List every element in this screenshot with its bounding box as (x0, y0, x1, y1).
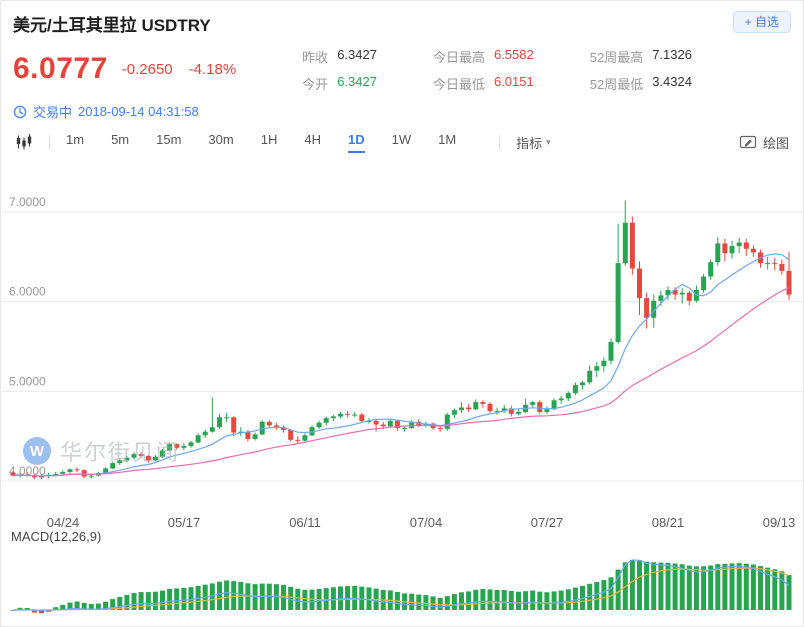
svg-text:5.0000: 5.0000 (9, 374, 46, 388)
svg-text:06/11: 06/11 (289, 515, 321, 530)
stat-value: 6.0151 (493, 74, 534, 89)
svg-text:08/21: 08/21 (652, 515, 685, 530)
svg-text:4.0000: 4.0000 (9, 464, 46, 478)
last-price: 6.0777 (13, 52, 108, 85)
timeframe-30m[interactable]: 30m (208, 131, 234, 147)
draw-tool-button[interactable]: 绘图 (739, 133, 789, 152)
svg-text:07/04: 07/04 (410, 515, 443, 530)
watermark: W 华尔街见闻 (23, 435, 180, 467)
indicator-dropdown[interactable]: 指标 ▾ (516, 133, 551, 152)
timeframe-1m-month[interactable]: 1M (438, 131, 457, 147)
toolbar-divider (49, 134, 50, 150)
stat-row: 52周最高 7.1326 (590, 47, 692, 66)
candlestick-chart[interactable]: 4.0000 5.0000 6.0000 7.0000 04/24 05/17 06/11 0… (1, 163, 804, 535)
quote-stats: 昨收 6.3427 今开 6.3427 今日最高 6.5582 今日最低 (302, 45, 692, 93)
chart-area: 4.0000 5.0000 6.0000 7.0000 04/24 05/17 06/11 0… (1, 163, 804, 627)
candlestick-icon (15, 133, 33, 151)
stat-row: 今日最高 6.5582 (433, 47, 534, 66)
add-watchlist-button[interactable]: + 自选 (732, 11, 791, 33)
wallstreetcn-logo-icon: W (23, 437, 51, 465)
stat-label: 52周最高 (589, 50, 644, 65)
svg-text:04/24: 04/24 (47, 515, 80, 530)
timeframe-1w[interactable]: 1W (391, 131, 412, 147)
draw-icon (739, 134, 757, 150)
svg-text:6.0000: 6.0000 (9, 285, 46, 299)
svg-text:05/17: 05/17 (168, 515, 201, 530)
price-change: -0.2650 (121, 60, 173, 78)
timeframe-1h[interactable]: 1H (260, 131, 278, 147)
quote-row: 6.0777 -0.2650 -4.18% 昨收 6.3427 今开 6.342… (13, 45, 791, 93)
stat-label: 52周最低 (589, 77, 644, 92)
stat-row: 今日最低 6.0151 (433, 74, 534, 93)
timeframe-15m[interactable]: 15m (156, 131, 182, 147)
stat-value: 6.3427 (337, 47, 377, 62)
svg-text:7.0000: 7.0000 (9, 195, 46, 209)
quote-datetime: 2018-09-14 04:31:58 (78, 104, 199, 119)
watermark-text: 华尔街见闻 (60, 440, 181, 465)
stat-label: 昨收 (302, 50, 329, 65)
stat-column: 52周最高 7.1326 52周最低 3.4324 (590, 47, 692, 93)
clock-icon (13, 105, 27, 119)
stat-label: 今日最低 (432, 77, 485, 92)
timeframe-1d[interactable]: 1D (347, 132, 365, 153)
stat-column: 今日最高 6.5582 今日最低 6.0151 (433, 47, 534, 93)
toolbar-divider (499, 134, 501, 150)
indicator-label: 指标 (516, 135, 543, 151)
title-row: 美元/土耳其里拉 USDTRY + 自选 (13, 11, 791, 41)
stat-label: 今开 (302, 77, 329, 92)
stat-value: 7.1326 (652, 47, 692, 62)
macd-panel[interactable] (1, 551, 804, 627)
stat-column: 昨收 6.3427 今开 6.3427 (302, 47, 377, 93)
quote-header: 美元/土耳其里拉 USDTRY + 自选 6.0777 -0.2650 -4.1… (1, 1, 803, 121)
chart-type-button[interactable] (15, 133, 33, 151)
svg-text:07/27: 07/27 (531, 515, 564, 530)
chevron-down-icon: ▾ (546, 136, 551, 147)
instrument-title: 美元/土耳其里拉 USDTRY (13, 16, 211, 35)
trading-status: 交易中 (33, 105, 73, 120)
chart-toolbar: 1m 5m 15m 30m 1H 4H 1D 1W 1M 指标 ▾ 绘图 (1, 121, 803, 163)
svg-text:09/13: 09/13 (763, 515, 796, 530)
timeframe-1m[interactable]: 1m (66, 131, 85, 147)
draw-label: 绘图 (762, 135, 789, 151)
stat-value: 6.3427 (337, 74, 377, 89)
trading-status-row: 交易中 2018-09-14 04:31:58 (13, 102, 791, 121)
stat-row: 今开 6.3427 (302, 74, 377, 93)
stat-row: 52周最低 3.4324 (590, 74, 692, 93)
macd-indicator-label: MACD(12,26,9) (11, 529, 102, 544)
stat-value: 6.5582 (493, 47, 534, 62)
stat-value: 3.4324 (652, 74, 692, 89)
stat-row: 昨收 6.3427 (302, 47, 377, 66)
stat-label: 今日最高 (432, 50, 485, 65)
price-change-percent: -4.18% (188, 60, 237, 78)
timeframe-4h[interactable]: 4H (304, 131, 321, 147)
timeframe-5m[interactable]: 5m (111, 131, 130, 147)
